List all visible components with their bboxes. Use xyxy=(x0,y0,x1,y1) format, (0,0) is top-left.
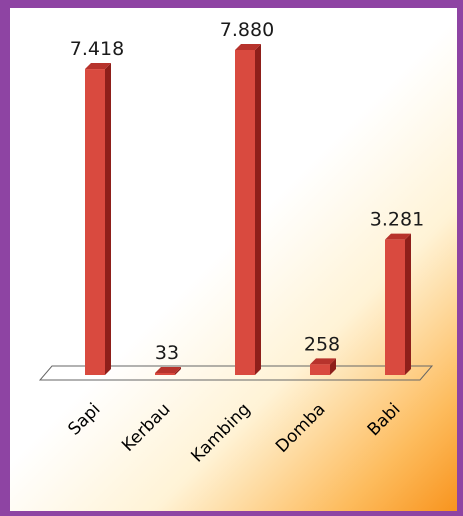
category-label-kerbau: Kerbau xyxy=(118,399,174,455)
bar-side-kambing xyxy=(255,44,261,375)
value-label-sapi: 7.418 xyxy=(70,38,124,60)
bar-top-sapi xyxy=(85,63,111,70)
bar-front-kerbau xyxy=(155,373,175,375)
bar-front-sapi xyxy=(85,69,105,375)
value-label-domba: 258 xyxy=(304,333,340,355)
bar-top-babi xyxy=(385,233,411,240)
category-label-sapi: Sapi xyxy=(64,399,104,439)
value-label-kerbau: 33 xyxy=(155,342,179,364)
bar-side-sapi xyxy=(105,63,111,376)
chart-panel: 7.418 33 7.880 258 3.281 Sapi Kerbau Kambing Do… xyxy=(10,8,457,511)
bar-kerbau xyxy=(155,367,181,375)
value-label-kambing: 7.880 xyxy=(220,19,274,41)
bar-side-babi xyxy=(405,233,411,375)
value-label-babi: 3.281 xyxy=(370,209,424,231)
bar-top-domba xyxy=(310,358,336,365)
category-label-domba: Domba xyxy=(272,399,329,456)
category-label-kambing: Kambing xyxy=(187,399,254,466)
chart-floor xyxy=(38,365,434,381)
bar-front-domba xyxy=(310,364,330,375)
bar-domba xyxy=(310,358,336,375)
bar-front-babi xyxy=(385,239,405,375)
bar-babi xyxy=(385,233,411,375)
bar-kambing xyxy=(235,44,261,375)
bar-sapi xyxy=(85,63,111,376)
bar-chart: 7.418 33 7.880 258 3.281 Sapi Kerbau Kambing Do… xyxy=(38,19,434,467)
bar-top-kerbau xyxy=(155,367,181,373)
category-label-babi: Babi xyxy=(364,399,405,440)
bar-side-domba xyxy=(330,358,336,375)
bar-front-kambing xyxy=(235,50,255,375)
bar-top-kambing xyxy=(235,44,261,50)
bar-side-kerbau xyxy=(175,367,181,375)
